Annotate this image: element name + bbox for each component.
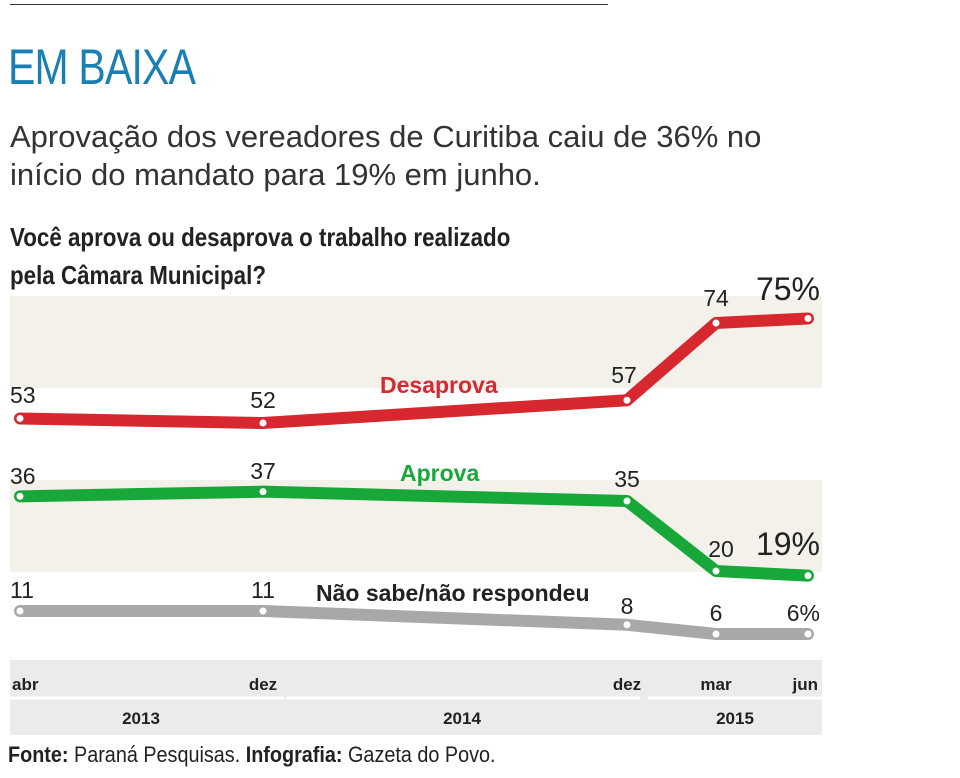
value-label-nao-sabe: 6% bbox=[787, 600, 820, 626]
x-tick-label: mar bbox=[700, 675, 732, 694]
top-rule bbox=[10, 4, 608, 5]
value-label-nao-sabe: 6 bbox=[710, 600, 723, 626]
value-label-aprova: 37 bbox=[250, 458, 276, 484]
data-point-aprova bbox=[623, 497, 631, 505]
x-tick-label: dez bbox=[613, 675, 641, 694]
data-point-aprova bbox=[259, 488, 267, 496]
value-label-aprova: 36 bbox=[10, 463, 36, 489]
series-name-desaprova: Desaprova bbox=[380, 372, 498, 398]
year-label: 2014 bbox=[443, 709, 481, 728]
value-label-aprova: 20 bbox=[708, 536, 734, 562]
data-point-aprova bbox=[16, 492, 24, 500]
value-label-nao-sabe: 11 bbox=[251, 577, 275, 603]
subtitle: Aprovação dos vereadores de Curitiba cai… bbox=[10, 119, 762, 192]
series-line-nao-sabe bbox=[14, 605, 814, 640]
x-tick-label: jun bbox=[792, 675, 819, 694]
value-label-desaprova: 52 bbox=[250, 387, 276, 413]
data-point-nao-sabe bbox=[804, 630, 812, 638]
data-point-desaprova bbox=[804, 314, 812, 322]
value-label-desaprova: 74 bbox=[703, 285, 729, 311]
data-point-nao-sabe bbox=[623, 621, 631, 629]
value-label-nao-sabe: 8 bbox=[621, 593, 634, 619]
data-point-aprova bbox=[712, 567, 720, 575]
data-point-aprova bbox=[804, 572, 812, 580]
source-label: Fonte: bbox=[8, 742, 69, 767]
series-name-aprova: Aprova bbox=[400, 460, 479, 486]
x-tick-label: dez bbox=[249, 675, 277, 694]
value-label-aprova: 19% bbox=[756, 526, 820, 562]
graphics-label: Infografia: bbox=[245, 742, 343, 767]
data-point-nao-sabe bbox=[16, 607, 24, 615]
data-point-desaprova bbox=[259, 419, 267, 427]
data-point-desaprova bbox=[623, 396, 631, 404]
year-label: 2015 bbox=[716, 709, 754, 728]
chart-question: Você aprova ou desaprova o trabalho real… bbox=[10, 222, 511, 290]
value-label-desaprova: 53 bbox=[10, 382, 36, 408]
data-point-nao-sabe bbox=[712, 630, 720, 638]
data-point-nao-sabe bbox=[259, 607, 267, 615]
value-label-nao-sabe: 11 bbox=[10, 577, 34, 603]
value-label-aprova: 35 bbox=[614, 466, 640, 492]
data-point-desaprova bbox=[16, 414, 24, 422]
source-footer: Fonte: Paraná Pesquisas. Infografia: Gaz… bbox=[8, 742, 496, 768]
value-label-desaprova: 75% bbox=[756, 271, 820, 307]
year-label: 2013 bbox=[122, 709, 160, 728]
headline: EM BAIXA bbox=[8, 39, 196, 95]
source-text: Paraná Pesquisas. bbox=[73, 742, 241, 767]
value-label-desaprova: 57 bbox=[611, 362, 637, 388]
graphics-text: Gazeta do Povo. bbox=[348, 742, 496, 767]
data-point-desaprova bbox=[712, 319, 720, 327]
series-name-nao-sabe: Não sabe/não respondeu bbox=[316, 580, 590, 606]
x-tick-label: abr bbox=[12, 675, 39, 694]
